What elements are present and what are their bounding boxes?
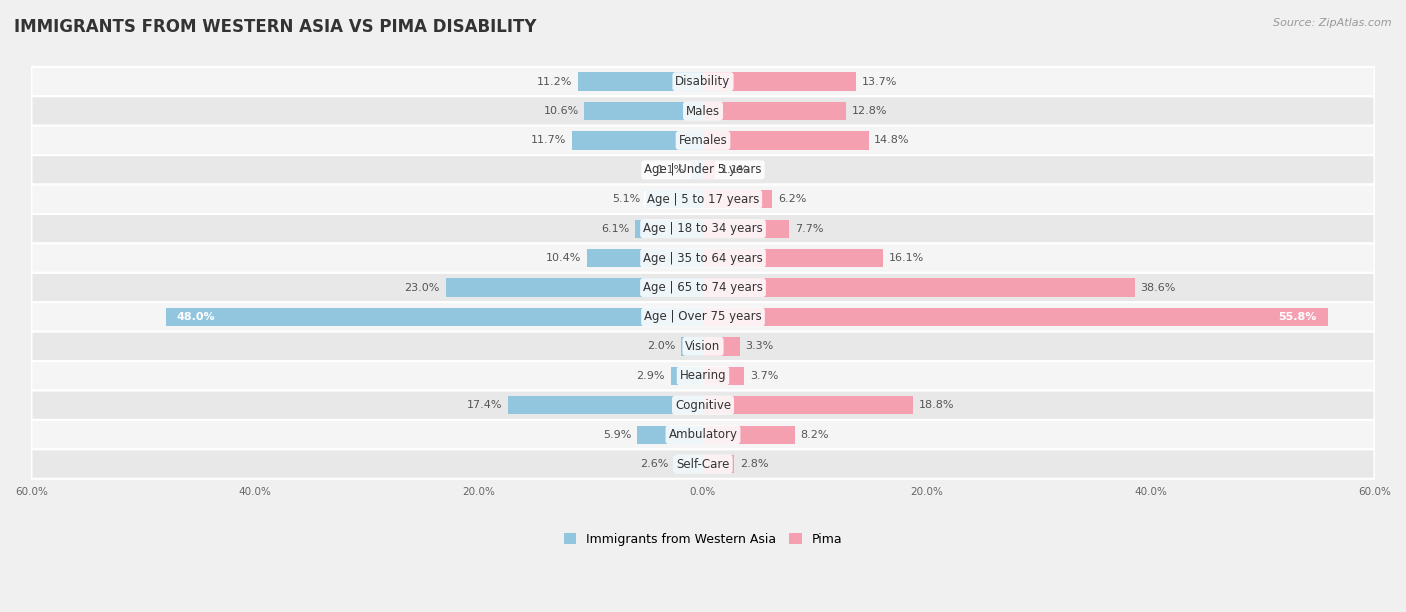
Text: 7.7%: 7.7% bbox=[794, 224, 824, 234]
FancyBboxPatch shape bbox=[31, 273, 1375, 302]
Bar bbox=[703, 132, 869, 149]
Text: Source: ZipAtlas.com: Source: ZipAtlas.com bbox=[1274, 18, 1392, 28]
Bar bbox=[166, 308, 703, 326]
Bar bbox=[578, 72, 703, 91]
Text: 17.4%: 17.4% bbox=[467, 400, 503, 410]
Text: 16.1%: 16.1% bbox=[889, 253, 924, 263]
FancyBboxPatch shape bbox=[31, 244, 1375, 273]
FancyBboxPatch shape bbox=[31, 185, 1375, 214]
Text: Females: Females bbox=[679, 134, 727, 147]
Text: Ambulatory: Ambulatory bbox=[668, 428, 738, 441]
Bar bbox=[703, 396, 914, 414]
Text: 2.0%: 2.0% bbox=[647, 341, 675, 351]
Text: 10.4%: 10.4% bbox=[546, 253, 581, 263]
FancyBboxPatch shape bbox=[31, 420, 1375, 449]
Text: 1.1%: 1.1% bbox=[721, 165, 749, 175]
Bar bbox=[637, 425, 703, 444]
Bar bbox=[703, 249, 883, 267]
Bar bbox=[508, 396, 703, 414]
Bar bbox=[703, 220, 789, 238]
FancyBboxPatch shape bbox=[31, 449, 1375, 479]
Text: 11.2%: 11.2% bbox=[537, 76, 572, 87]
Bar bbox=[703, 425, 794, 444]
Text: 2.6%: 2.6% bbox=[640, 459, 668, 469]
Text: Age | 18 to 34 years: Age | 18 to 34 years bbox=[643, 222, 763, 235]
Text: 3.7%: 3.7% bbox=[749, 371, 779, 381]
Bar bbox=[681, 337, 703, 356]
Text: 48.0%: 48.0% bbox=[177, 312, 215, 322]
Text: 3.3%: 3.3% bbox=[745, 341, 773, 351]
Text: 55.8%: 55.8% bbox=[1278, 312, 1316, 322]
FancyBboxPatch shape bbox=[31, 361, 1375, 390]
Bar bbox=[634, 220, 703, 238]
Text: IMMIGRANTS FROM WESTERN ASIA VS PIMA DISABILITY: IMMIGRANTS FROM WESTERN ASIA VS PIMA DIS… bbox=[14, 18, 537, 36]
Bar bbox=[703, 72, 856, 91]
FancyBboxPatch shape bbox=[31, 67, 1375, 96]
Text: 10.6%: 10.6% bbox=[544, 106, 579, 116]
Text: 14.8%: 14.8% bbox=[875, 135, 910, 146]
FancyBboxPatch shape bbox=[31, 214, 1375, 244]
Text: Age | 35 to 64 years: Age | 35 to 64 years bbox=[643, 252, 763, 264]
Bar bbox=[703, 337, 740, 356]
FancyBboxPatch shape bbox=[31, 302, 1375, 332]
Bar bbox=[703, 367, 744, 385]
Text: 11.7%: 11.7% bbox=[531, 135, 567, 146]
Bar bbox=[703, 308, 1327, 326]
FancyBboxPatch shape bbox=[31, 155, 1375, 185]
Text: 23.0%: 23.0% bbox=[405, 283, 440, 293]
Bar bbox=[703, 102, 846, 120]
Bar bbox=[446, 278, 703, 297]
Bar bbox=[690, 161, 703, 179]
Text: Hearing: Hearing bbox=[679, 369, 727, 382]
Text: 6.1%: 6.1% bbox=[600, 224, 628, 234]
Bar bbox=[645, 190, 703, 209]
Text: Age | 5 to 17 years: Age | 5 to 17 years bbox=[647, 193, 759, 206]
Bar bbox=[673, 455, 703, 473]
Text: 12.8%: 12.8% bbox=[852, 106, 887, 116]
Text: Self-Care: Self-Care bbox=[676, 458, 730, 471]
FancyBboxPatch shape bbox=[31, 96, 1375, 125]
Legend: Immigrants from Western Asia, Pima: Immigrants from Western Asia, Pima bbox=[558, 528, 848, 551]
Text: Cognitive: Cognitive bbox=[675, 398, 731, 412]
FancyBboxPatch shape bbox=[31, 332, 1375, 361]
Text: Age | Under 5 years: Age | Under 5 years bbox=[644, 163, 762, 176]
Bar bbox=[671, 367, 703, 385]
Text: 2.8%: 2.8% bbox=[740, 459, 769, 469]
FancyBboxPatch shape bbox=[31, 125, 1375, 155]
Text: 13.7%: 13.7% bbox=[862, 76, 897, 87]
Text: 8.2%: 8.2% bbox=[800, 430, 830, 439]
Bar bbox=[703, 455, 734, 473]
Text: 38.6%: 38.6% bbox=[1140, 283, 1175, 293]
Text: 6.2%: 6.2% bbox=[778, 194, 807, 204]
Bar bbox=[703, 278, 1135, 297]
Text: Males: Males bbox=[686, 105, 720, 118]
Text: 18.8%: 18.8% bbox=[920, 400, 955, 410]
Text: Age | Over 75 years: Age | Over 75 years bbox=[644, 310, 762, 324]
FancyBboxPatch shape bbox=[31, 390, 1375, 420]
Text: 5.9%: 5.9% bbox=[603, 430, 631, 439]
Bar bbox=[572, 132, 703, 149]
Text: 2.9%: 2.9% bbox=[637, 371, 665, 381]
Bar bbox=[703, 161, 716, 179]
Text: 1.1%: 1.1% bbox=[657, 165, 685, 175]
Text: 5.1%: 5.1% bbox=[612, 194, 640, 204]
Bar bbox=[585, 102, 703, 120]
Bar bbox=[586, 249, 703, 267]
Bar bbox=[703, 190, 772, 209]
Text: Disability: Disability bbox=[675, 75, 731, 88]
Text: Vision: Vision bbox=[685, 340, 721, 353]
Text: Age | 65 to 74 years: Age | 65 to 74 years bbox=[643, 281, 763, 294]
